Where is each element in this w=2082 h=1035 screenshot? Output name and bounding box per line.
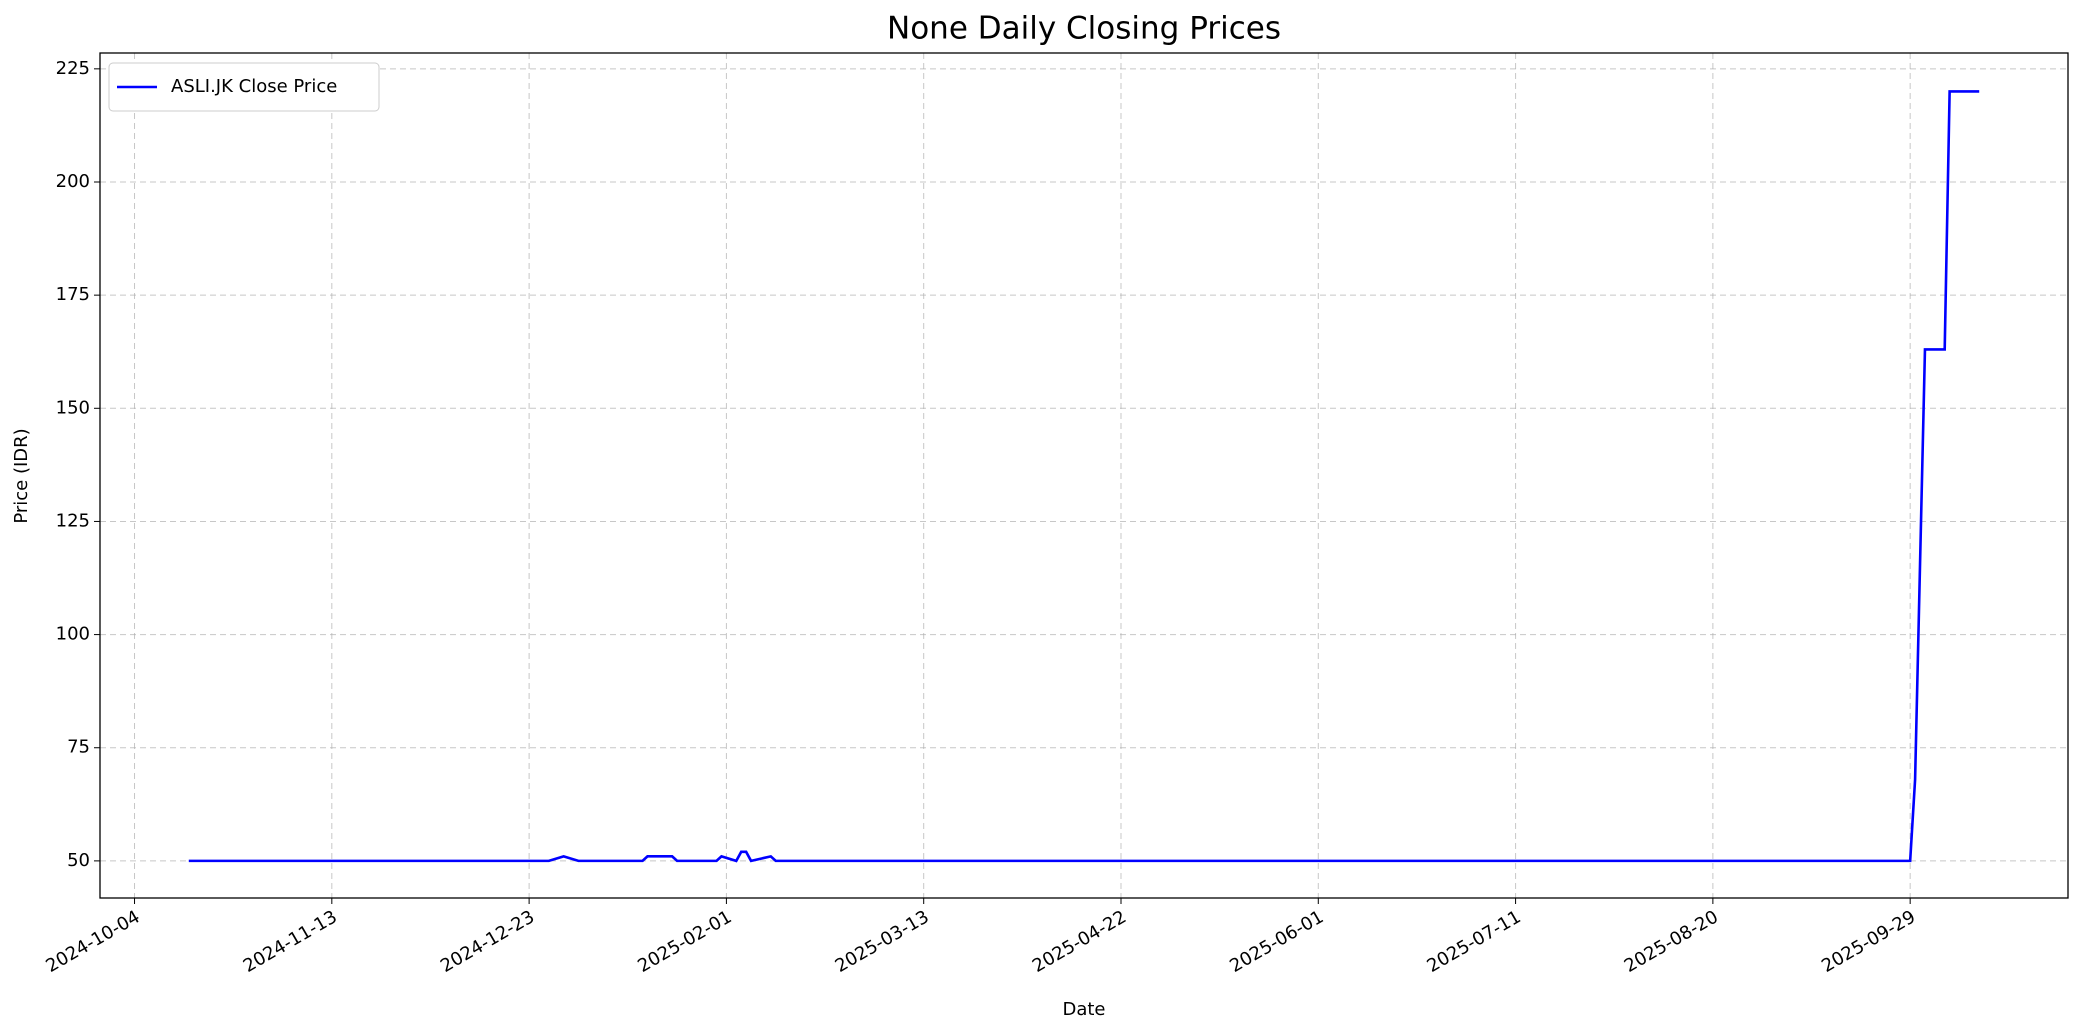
data-line xyxy=(188,90,1980,863)
x-tick-label: 2025-06-01 xyxy=(1226,906,1327,976)
x-tick-label: 2024-11-13 xyxy=(240,906,341,976)
x-tick-label: 2024-10-04 xyxy=(42,906,143,976)
legend: ASLI.JK Close Price xyxy=(108,62,380,112)
x-tick-label: 2024-12-23 xyxy=(437,906,538,976)
legend-box xyxy=(108,62,380,112)
y-tick-label: 100 xyxy=(56,624,90,645)
y-tick-label: 150 xyxy=(56,397,90,418)
y-tick-label: 200 xyxy=(56,171,90,192)
x-tick-label: 2025-09-29 xyxy=(1818,906,1919,976)
plot-frame xyxy=(99,52,2069,899)
x-tick-label: 2025-07-11 xyxy=(1423,906,1524,976)
y-axis-label: Price (IDR) xyxy=(11,428,32,523)
chart-title: None Daily Closing Prices xyxy=(887,11,1281,47)
y-tick-label: 50 xyxy=(67,850,90,871)
x-tick-label: 2025-02-01 xyxy=(634,906,735,976)
y-tick-label: 125 xyxy=(56,510,90,531)
y-tick-label: 225 xyxy=(56,58,90,79)
y-tick-label: 75 xyxy=(67,737,90,758)
x-tick-label: 2025-08-20 xyxy=(1621,906,1722,976)
legend-label: ASLI.JK Close Price xyxy=(171,76,337,97)
x-axis-label: Date xyxy=(1062,999,1105,1020)
x-tick-label: 2025-03-13 xyxy=(832,906,933,976)
y-tick-label: 175 xyxy=(56,284,90,305)
x-tick-label: 2025-04-22 xyxy=(1029,906,1130,976)
